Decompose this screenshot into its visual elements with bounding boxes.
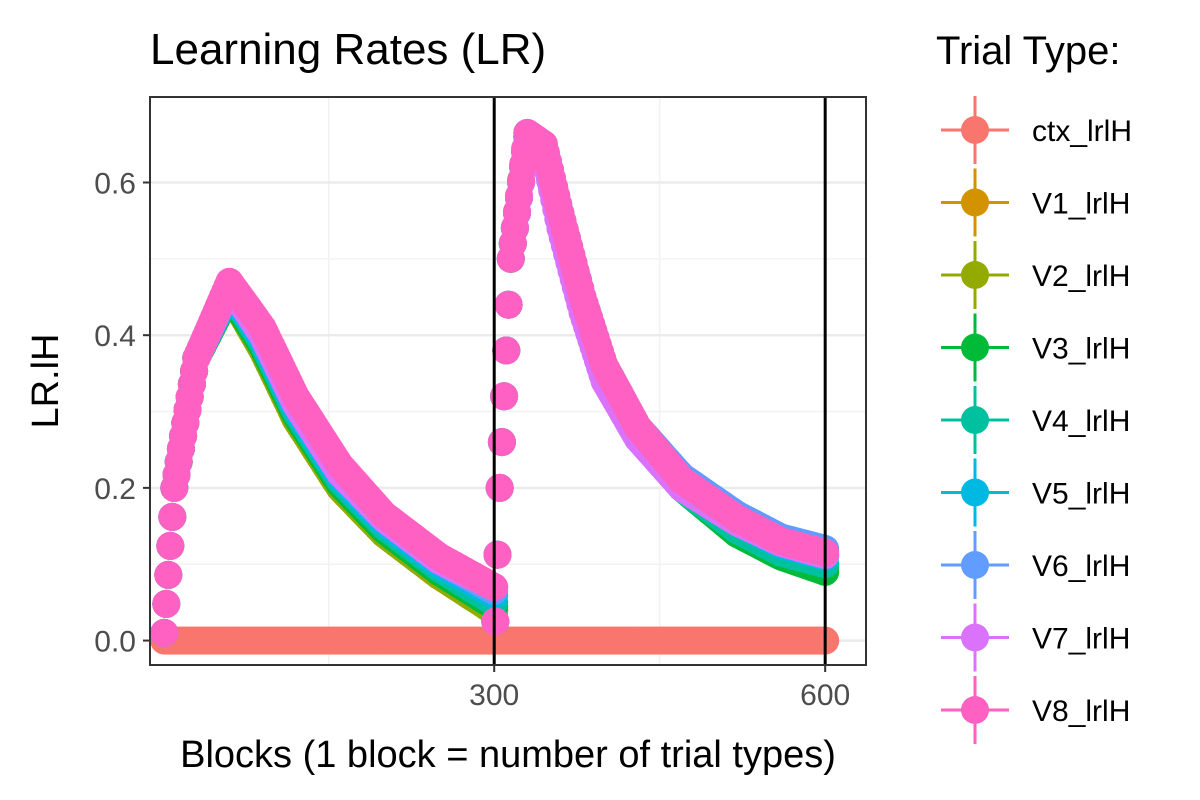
y-axis-title: LR.lH bbox=[25, 333, 67, 428]
legend-item-v6-lrlh: V6_lrlH bbox=[941, 531, 1130, 599]
x-tick-label: 600 bbox=[800, 679, 850, 712]
legend-key-point bbox=[961, 116, 989, 144]
data-point bbox=[490, 382, 519, 411]
series-v8-lrlh bbox=[150, 118, 840, 647]
legend: Trial Type: ctx_lrlH V1_lrlH V2_lrlH V3_lrl… bbox=[936, 29, 1132, 744]
y-axis-ticks: 0.0 0.2 0.4 0.6 bbox=[94, 168, 150, 659]
x-tick-label: 300 bbox=[469, 679, 519, 712]
legend-item-v3-lrlh: V3_lrlH bbox=[941, 313, 1130, 382]
y-tick-label: 0.6 bbox=[94, 168, 136, 201]
legend-item-v7-lrlh: V7_lrlH bbox=[941, 603, 1130, 672]
legend-key-point bbox=[961, 478, 989, 507]
data-point bbox=[158, 502, 187, 531]
chart-title: Learning Rates (LR) bbox=[150, 25, 546, 74]
vertical-reference-lines bbox=[492, 97, 827, 665]
legend-key-point bbox=[961, 261, 989, 289]
data-point bbox=[492, 336, 521, 365]
legend-label: V5_lrlH bbox=[1032, 478, 1130, 511]
legend-key-point bbox=[961, 188, 989, 217]
legend-label: V2_lrlH bbox=[1032, 260, 1130, 293]
legend-key-point bbox=[961, 333, 989, 362]
plot-panel-border bbox=[149, 96, 867, 666]
y-tick-label: 0.2 bbox=[94, 473, 136, 506]
legend-item-v4-lrlh: V4_lrlH bbox=[941, 386, 1130, 454]
data-point bbox=[487, 428, 516, 457]
data-point bbox=[152, 589, 181, 618]
legend-label: V8_lrlH bbox=[1032, 695, 1130, 728]
legend-label: V3_lrlH bbox=[1032, 333, 1130, 366]
legend-key-point bbox=[961, 696, 989, 724]
legend-item-v1-lrlh: V1_lrlH bbox=[941, 168, 1130, 237]
data-point bbox=[156, 531, 185, 560]
legend-key-point bbox=[961, 551, 989, 579]
legend-item-v2-lrlh: V2_lrlH bbox=[941, 241, 1130, 309]
legend-key-point bbox=[961, 406, 989, 434]
y-tick-label: 0.0 bbox=[94, 626, 136, 659]
x-axis-ticks: 300 600 bbox=[469, 665, 850, 712]
data-point bbox=[150, 618, 179, 647]
data-point bbox=[154, 560, 183, 589]
legend-label: ctx_lrlH bbox=[1032, 115, 1132, 148]
legend-item-v5-lrlh: V5_lrlH bbox=[941, 458, 1130, 527]
data-point bbox=[483, 540, 512, 569]
y-tick-label: 0.4 bbox=[94, 320, 136, 353]
legend-label: V4_lrlH bbox=[1032, 405, 1130, 438]
legend-item-v8-lrlh: V8_lrlH bbox=[941, 676, 1130, 744]
data-point bbox=[485, 473, 514, 502]
legend-key-point bbox=[961, 623, 989, 652]
legend-label: V7_lrlH bbox=[1032, 623, 1130, 656]
data-point bbox=[494, 290, 523, 319]
legend-item-ctx-lrlh: ctx_lrlH bbox=[941, 96, 1132, 164]
legend-title: Trial Type: bbox=[936, 29, 1121, 73]
legend-label: V1_lrlH bbox=[1032, 188, 1130, 221]
x-axis-title: Blocks (1 block = number of trial types) bbox=[180, 734, 836, 776]
series-layer bbox=[150, 118, 840, 655]
minor-gridlines bbox=[150, 97, 866, 665]
legend-label: V6_lrlH bbox=[1032, 550, 1130, 583]
